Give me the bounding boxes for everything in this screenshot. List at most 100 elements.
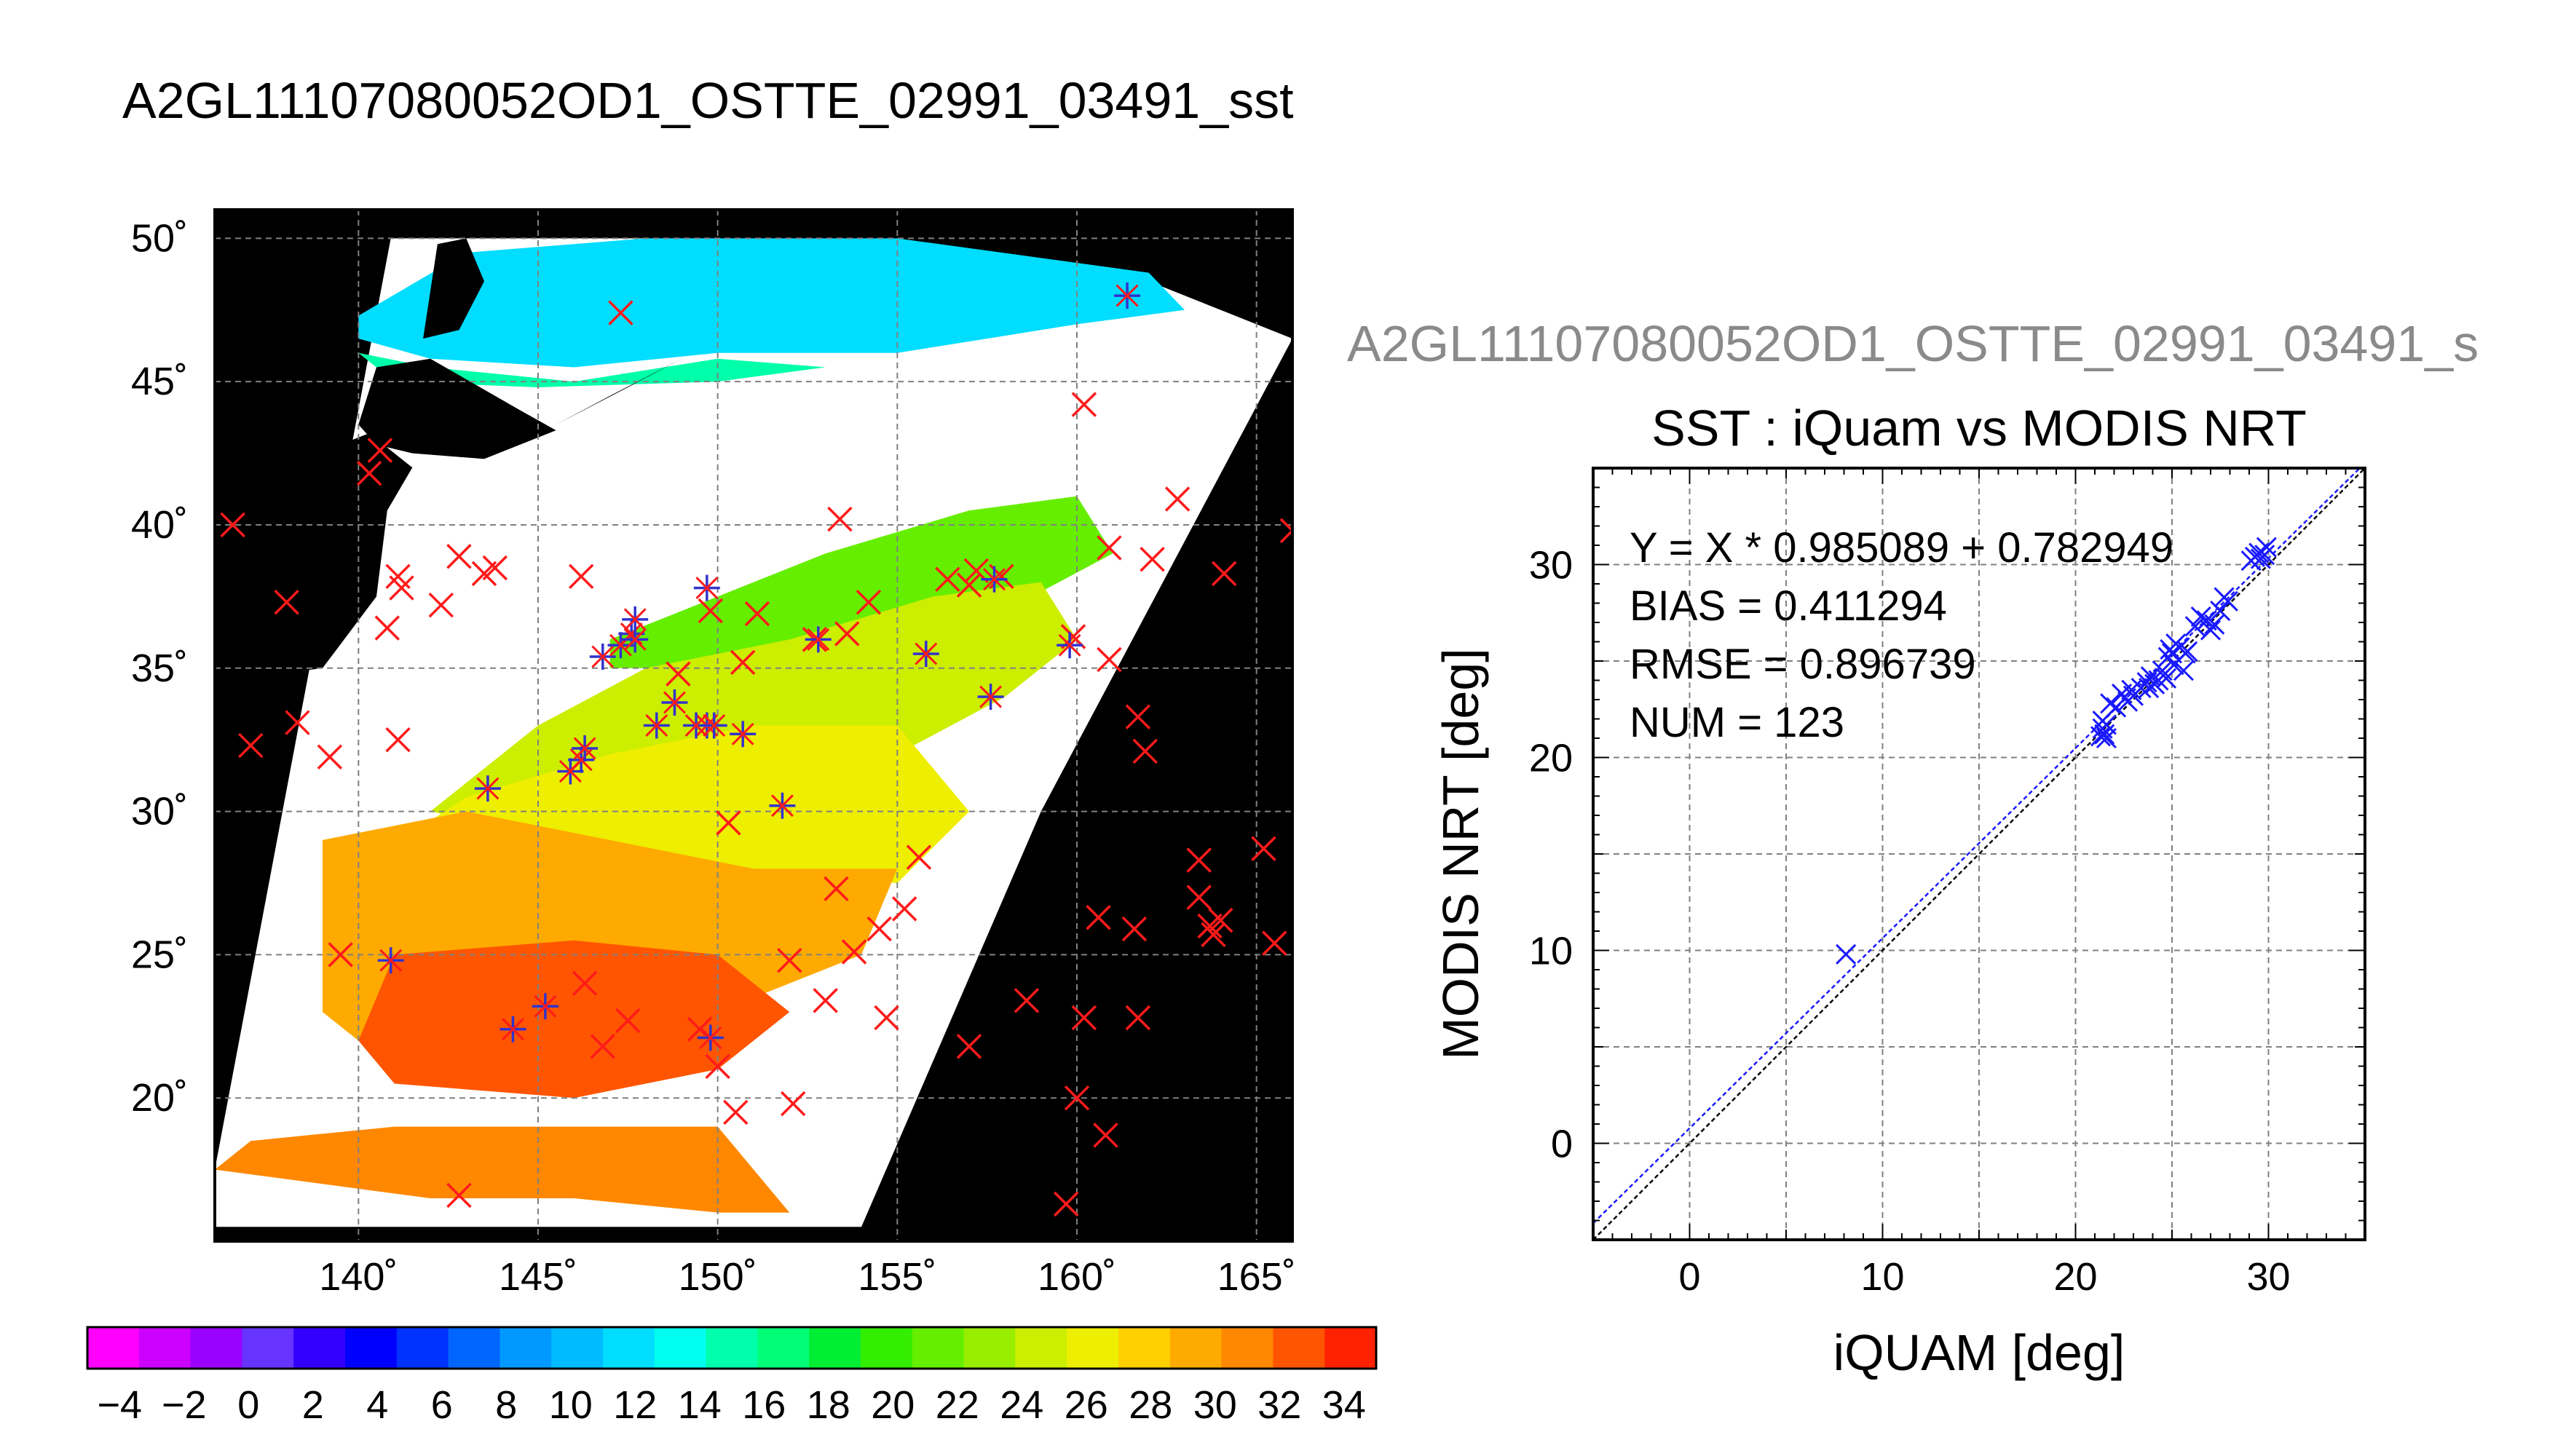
sensor-point (856, 590, 882, 615)
sensor-point (374, 615, 400, 641)
matched-points (377, 282, 1141, 1051)
sensor-point (1125, 1005, 1151, 1031)
sensor-point (1201, 922, 1226, 948)
matched-point-cross (807, 628, 830, 651)
map-y-tick-label: 20˚ (131, 1076, 188, 1120)
colorbar-cell (1169, 1327, 1223, 1369)
colorbar-cell (345, 1327, 398, 1369)
sensor-point (1125, 704, 1151, 729)
map-grid (215, 210, 1292, 1241)
sensor-point (956, 1034, 982, 1059)
map-y-tick-label: 50˚ (131, 216, 188, 260)
scatter-point (2204, 614, 2225, 635)
matched-point-cross (731, 722, 754, 745)
matched-point-cross (623, 628, 647, 651)
colorbar-tick-label: 30 (1193, 1383, 1237, 1427)
scatter-point (2100, 693, 2121, 714)
map-y-tick-label: 25˚ (131, 933, 188, 976)
sensor-point (482, 555, 508, 581)
sensor-point (824, 876, 849, 902)
scatter-point (2217, 590, 2238, 612)
colorbar-tick-label: 6 (431, 1383, 453, 1427)
colorbar-tick-label: 32 (1257, 1383, 1301, 1427)
scatter-x-axis-label: iQUAM [deg] (1833, 1324, 2125, 1381)
colorbar-cell (809, 1327, 861, 1369)
sensor-point (1212, 561, 1237, 587)
colorbar-cell (87, 1327, 140, 1369)
scatter-point (2210, 601, 2231, 622)
colorbar-cell (1015, 1327, 1067, 1369)
sensor-point (874, 1005, 899, 1031)
colorbar-tick-label: 0 (237, 1383, 259, 1427)
sensor-point (935, 566, 960, 592)
scatter-point (2190, 606, 2211, 628)
colorbar-tick-label: −2 (162, 1383, 207, 1427)
colorbar-cell (396, 1327, 449, 1369)
colorbar-cells (87, 1327, 1377, 1369)
sensor-point (1186, 885, 1212, 910)
sensor-point (274, 590, 299, 615)
sensor-point (608, 300, 633, 325)
matched-point-cross (379, 949, 403, 972)
sensor-point (356, 460, 382, 486)
sensor-point (841, 939, 867, 965)
map-frame (213, 208, 1294, 1243)
sensor-point (956, 572, 982, 598)
sensor-point (615, 1008, 641, 1034)
sst-region (358, 940, 790, 1099)
main-title: A2GL11107080052OD1_OSTTE_02991_03491_sst (122, 72, 1294, 129)
colorbar-tick-label: 22 (936, 1383, 979, 1427)
matched-point-cross (699, 1026, 722, 1050)
matched-point-cross (983, 568, 1006, 591)
matched-point-cross (591, 645, 615, 668)
map-x-tick-label: 165˚ (1217, 1255, 1296, 1299)
map-panel: 140˚ 145˚ 150˚ 155˚ 160˚ 165˚ 20˚ 25˚ 30˚ 35˚ 40˚… (131, 208, 1296, 1299)
matched-point-cross (771, 794, 794, 818)
scatter-x-tick-label: 20 (2053, 1255, 2097, 1299)
colorbar-frame (86, 1326, 1378, 1370)
colorbar-tick-label: 20 (871, 1383, 915, 1427)
sensor-point (891, 896, 917, 922)
sensor-point (1086, 904, 1111, 930)
sensor-point (698, 598, 724, 624)
sensor-point (666, 661, 691, 687)
map-y-tick-label: 30˚ (131, 790, 188, 834)
map-y-tick-labels: 20˚ 25˚ 30˚ 35˚ 40˚ 45˚ 50˚ (131, 216, 188, 1120)
matched-point-cross (573, 737, 596, 760)
colorbar-tick-labels: −4 −2 0 2 4 6 8 10 12 14 16 18 20 22 24 26 28 30 32 34 (97, 1383, 1365, 1427)
scatter-y-tick-label: 30 (1529, 544, 1573, 587)
sensor-point (1208, 907, 1233, 933)
sensor-point (389, 575, 414, 601)
colorbar-cell (861, 1327, 913, 1369)
sensor-point (1097, 646, 1122, 673)
scatter-point (2200, 620, 2222, 641)
scatter-panel: A2GL11107080052OD1_OSTTE_02991_03491_s S… (1347, 315, 2479, 1381)
sensor-point (1132, 738, 1158, 764)
sensor-point (285, 710, 310, 735)
sensor-point (572, 970, 598, 996)
sensor-point (723, 1099, 749, 1125)
sensor-point (906, 844, 932, 870)
scatter-point (2096, 714, 2117, 735)
colorbar-tick-label: 14 (678, 1383, 722, 1427)
colorbar-cell (448, 1327, 500, 1369)
sensor-point (1251, 836, 1276, 861)
sst-region (358, 238, 1185, 368)
scatter-point (2106, 697, 2127, 718)
sensor-point (1164, 486, 1190, 512)
sensor-point (705, 1053, 730, 1080)
matched-point-cross (663, 691, 686, 714)
scatter-y-axis-label: MODIS NRT [deg] (1432, 648, 1489, 1059)
colorbar-cell (963, 1327, 1016, 1369)
colorbar-cell (912, 1327, 965, 1369)
matched-point-cross (534, 994, 557, 1018)
matched-point-cross (1115, 284, 1139, 307)
scatter-point (1836, 943, 1857, 965)
scatter-x-tick-label: 0 (1678, 1255, 1700, 1299)
colorbar-cell (1067, 1327, 1119, 1369)
sensor-point (385, 727, 411, 753)
scatter-y-tick-label: 20 (1529, 737, 1573, 780)
sensor-point (1121, 916, 1148, 942)
sensor-point (220, 512, 245, 538)
